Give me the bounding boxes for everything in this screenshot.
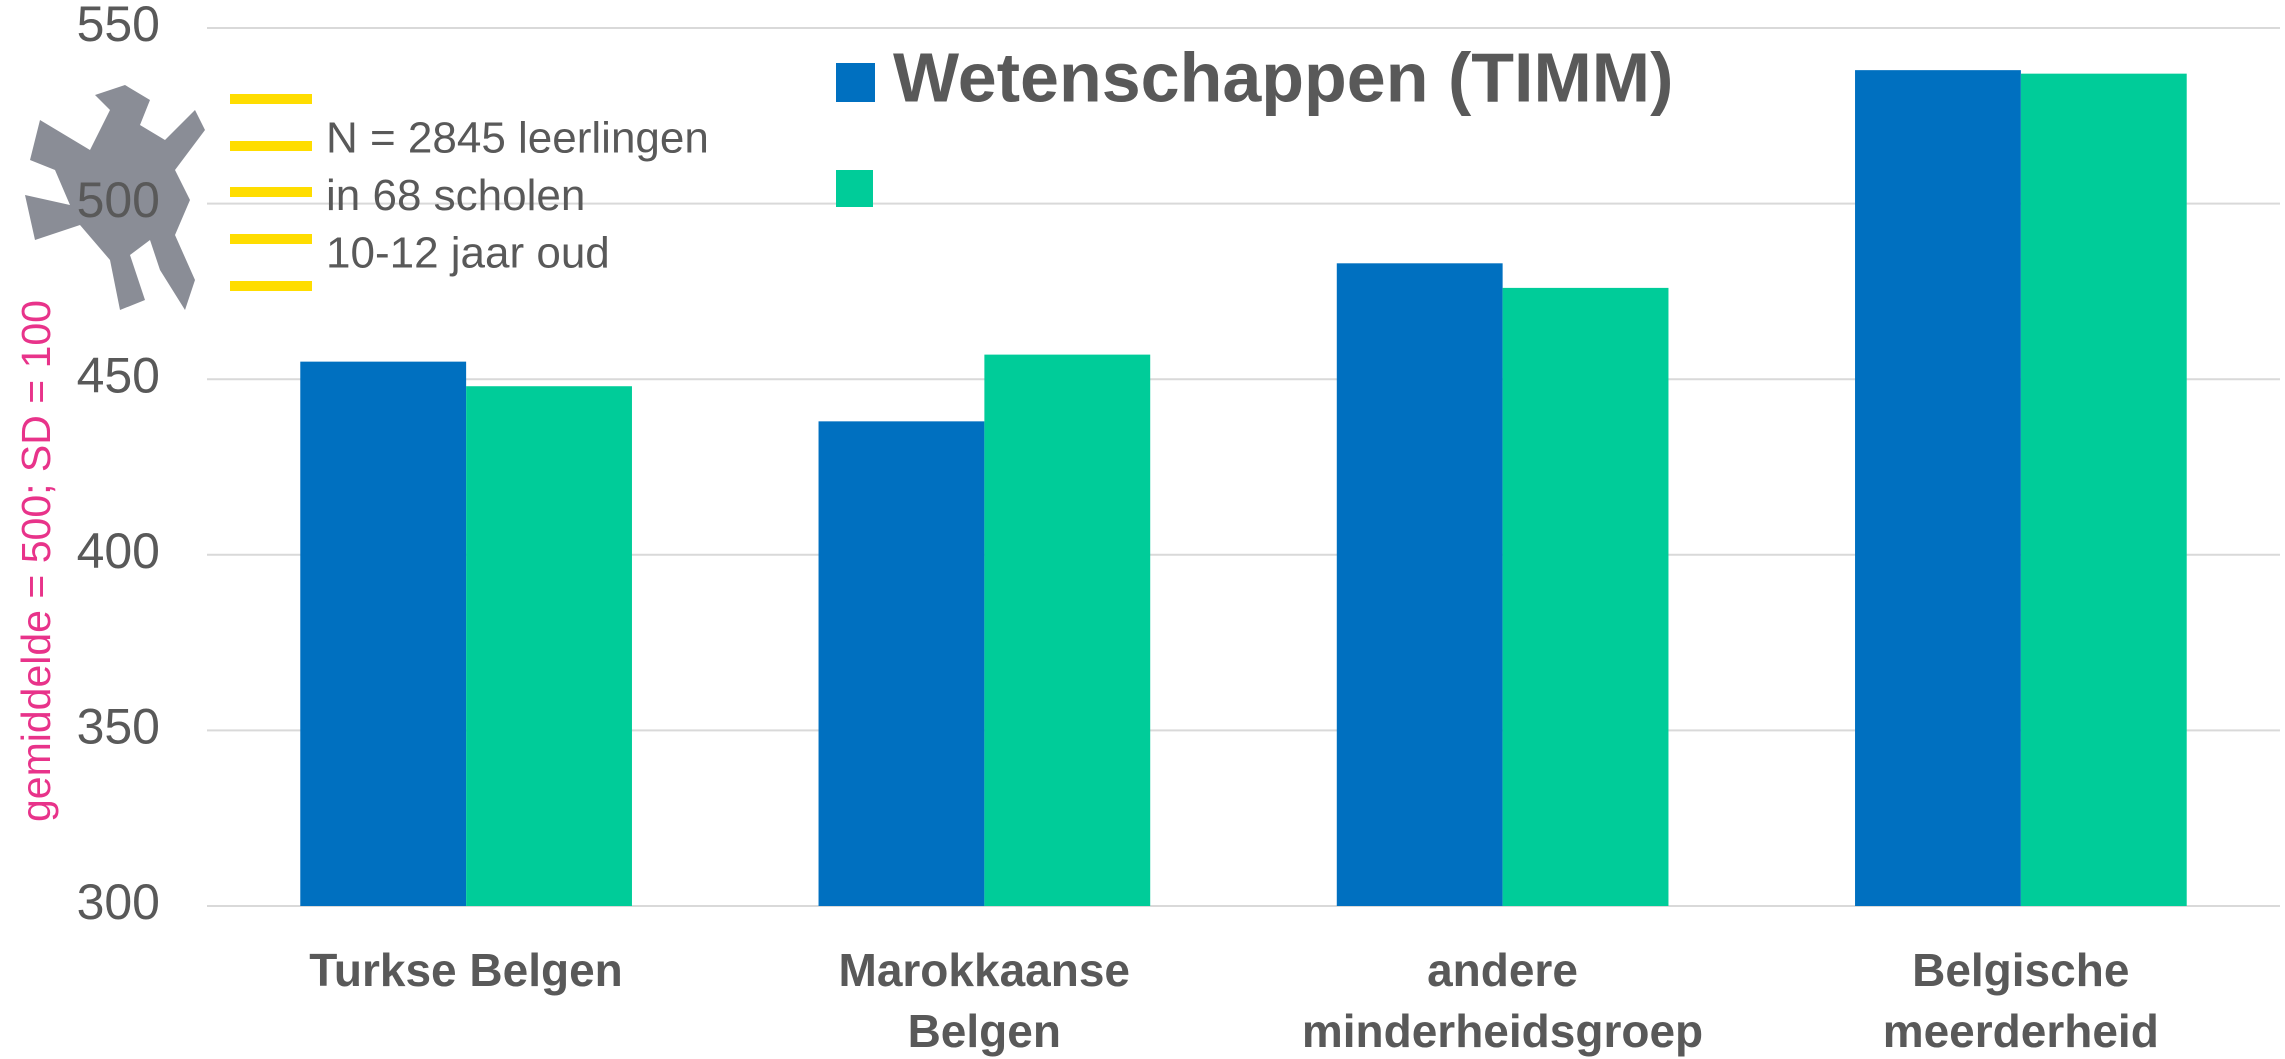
x-tick-label: Turkse Belgen bbox=[309, 944, 623, 996]
bar bbox=[1855, 70, 2021, 907]
logo bbox=[25, 85, 205, 310]
x-tick-label: andere minderheidsgroep bbox=[1301, 944, 1704, 1057]
y-tick-label: 350 bbox=[77, 699, 160, 755]
annotation: 10-12 jaar oud bbox=[326, 229, 610, 278]
bar bbox=[984, 354, 1151, 907]
annotation-dash bbox=[230, 187, 312, 197]
legend-swatch bbox=[836, 63, 875, 102]
bar bbox=[1502, 287, 1669, 906]
y-tick-label: 550 bbox=[77, 0, 160, 52]
y-tick-label: 300 bbox=[77, 874, 160, 930]
x-tick-label: Marokkaanse Belgen bbox=[838, 944, 1131, 1057]
annotation: N = 2845 leerlingen bbox=[326, 114, 709, 163]
y-tick-label: 400 bbox=[77, 523, 160, 579]
y-axis-label: gemiddelde = 500; SD = 100 bbox=[13, 300, 59, 822]
x-tick-label: Belgische meerderheid bbox=[1882, 944, 2159, 1057]
annotation-dash bbox=[230, 234, 312, 244]
y-tick-label: 500 bbox=[77, 172, 160, 228]
bar bbox=[2020, 73, 2187, 906]
bar bbox=[466, 386, 632, 906]
annotation-dash bbox=[230, 281, 312, 291]
annotation-dash bbox=[230, 141, 312, 151]
annotation-dash bbox=[230, 94, 312, 104]
y-tick-label: 450 bbox=[77, 347, 160, 403]
legend-label: Wetenschappen (TIMM) bbox=[893, 38, 1673, 116]
bar bbox=[818, 421, 985, 906]
bar bbox=[300, 361, 467, 906]
bar bbox=[1336, 263, 1503, 907]
legend-swatch bbox=[836, 170, 873, 207]
annotation: in 68 scholen bbox=[326, 171, 585, 220]
